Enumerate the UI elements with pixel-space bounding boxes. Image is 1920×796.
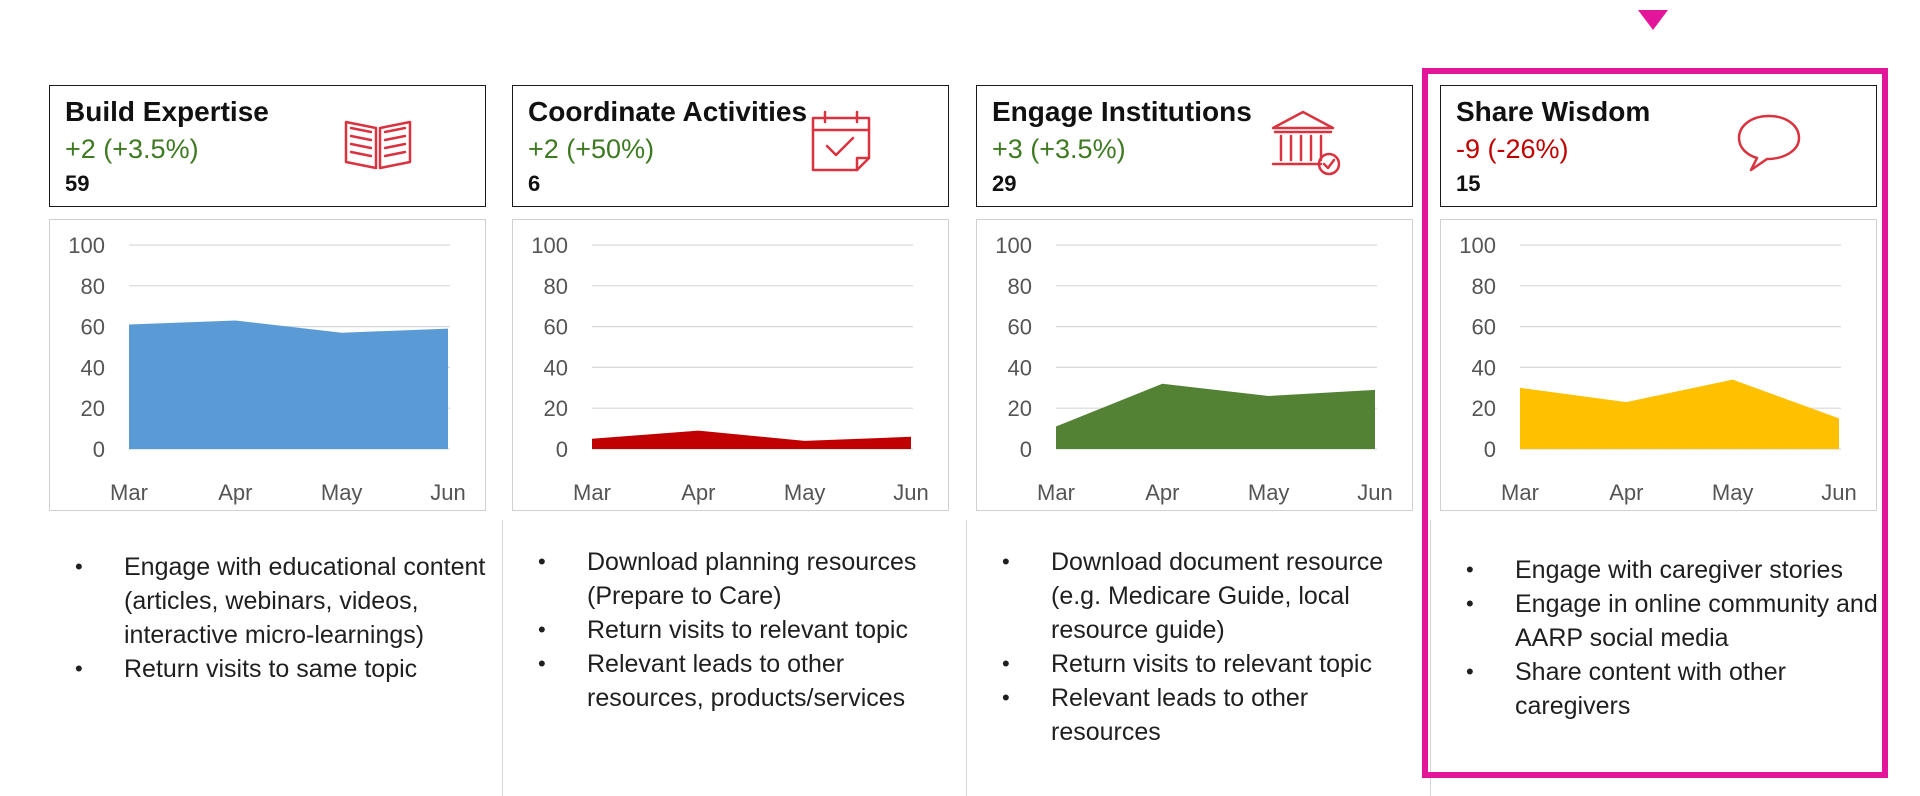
- metric-delta: +2 (+50%): [528, 134, 655, 164]
- list-item: Engage with caregiver stories: [1460, 553, 1880, 587]
- bullet-list: Engage with educational content (article…: [69, 550, 489, 686]
- y-tick-label: 100: [531, 233, 568, 258]
- list-item: Share content with other caregivers: [1460, 655, 1880, 723]
- metric-count: 6: [528, 171, 541, 196]
- list-item: Engage with educational content (article…: [69, 550, 489, 652]
- x-tick-label: Apr: [681, 480, 715, 505]
- metric-header: Coordinate Activities +2 (+50%) 6: [512, 85, 949, 207]
- x-tick-label: Mar: [1501, 480, 1539, 505]
- bullet-list: Download planning resources (Prepare to …: [532, 545, 952, 715]
- metric-title: Coordinate Activities: [528, 96, 808, 127]
- x-tick-label: Apr: [1145, 480, 1179, 505]
- y-tick-label: 20: [1472, 396, 1496, 421]
- metric-chart: 0 20 40 60 80 100 Mar Apr May Jun: [976, 219, 1413, 511]
- metric-delta: +3 (+3.5%): [992, 134, 1126, 164]
- x-tick-label: Mar: [110, 480, 148, 505]
- x-tick-label: Jun: [893, 480, 928, 505]
- pointer-triangle-icon: [1638, 10, 1668, 30]
- series-area: [1520, 379, 1839, 449]
- metric-count: 15: [1456, 171, 1481, 196]
- y-tick-label: 100: [995, 233, 1032, 258]
- metric-panel: Build Expertise +2 (+3.5%) 59 0 20 40 60 80 100 M…: [49, 0, 509, 796]
- list-item: Relevant leads to other resources, produ…: [532, 647, 952, 715]
- y-tick-label: 80: [1472, 274, 1496, 299]
- y-tick-label: 0: [93, 437, 105, 462]
- area-chart-svg: 0 20 40 60 80 100 Mar Apr May Jun: [995, 233, 1392, 505]
- column-divider: [502, 520, 503, 796]
- metric-panel: Engage Institutions +3 (+3.5%) 29 0 20 40 60 80…: [976, 0, 1436, 796]
- y-tick-label: 60: [81, 315, 105, 340]
- y-tick-label: 20: [81, 396, 105, 421]
- x-tick-label: Mar: [1037, 480, 1075, 505]
- x-tick-label: Jun: [1357, 480, 1392, 505]
- list-item: Download document resource (e.g. Medicar…: [996, 545, 1416, 647]
- metric-header: Engage Institutions +3 (+3.5%) 29: [976, 85, 1413, 207]
- y-tick-label: 60: [544, 315, 568, 340]
- metric-panel: Share Wisdom -9 (-26%) 15 0 20 40 60 80 100 Mar Ap…: [1440, 0, 1900, 796]
- x-tick-label: Jun: [1821, 480, 1856, 505]
- y-tick-label: 60: [1008, 315, 1032, 340]
- y-tick-label: 100: [1459, 233, 1496, 258]
- y-tick-label: 0: [1484, 437, 1496, 462]
- x-tick-label: Apr: [1609, 480, 1643, 505]
- list-item: Relevant leads to other resources: [996, 681, 1416, 749]
- column-divider: [966, 520, 967, 796]
- y-tick-label: 80: [544, 274, 568, 299]
- metric-header: Build Expertise +2 (+3.5%) 59: [49, 85, 486, 207]
- bullet-list: Engage with caregiver storiesEngage in o…: [1460, 553, 1880, 723]
- y-tick-label: 0: [1020, 437, 1032, 462]
- list-item: Download planning resources (Prepare to …: [532, 545, 952, 613]
- speech-bubble-icon: [1731, 106, 1807, 178]
- x-tick-label: Mar: [573, 480, 611, 505]
- calendar-check-icon: [803, 106, 879, 178]
- area-chart-svg: 0 20 40 60 80 100 Mar Apr May Jun: [68, 233, 465, 505]
- y-tick-label: 20: [1008, 396, 1032, 421]
- y-tick-label: 100: [68, 233, 105, 258]
- metric-panel: Coordinate Activities +2 (+50%) 6 0 20 40 60 80…: [512, 0, 972, 796]
- series-area: [592, 430, 911, 449]
- y-tick-label: 80: [81, 274, 105, 299]
- y-tick-label: 0: [556, 437, 568, 462]
- list-item: Return visits to same topic: [69, 652, 489, 686]
- y-tick-label: 60: [1472, 315, 1496, 340]
- metric-delta: +2 (+3.5%): [65, 134, 199, 164]
- x-tick-label: May: [321, 480, 363, 505]
- y-tick-label: 40: [1472, 355, 1496, 380]
- metric-title: Engage Institutions: [992, 96, 1252, 127]
- bullet-list: Download document resource (e.g. Medicar…: [996, 545, 1416, 749]
- institution-check-icon: [1267, 106, 1343, 178]
- y-tick-label: 20: [544, 396, 568, 421]
- x-tick-label: Apr: [218, 480, 252, 505]
- metric-delta: -9 (-26%): [1456, 134, 1569, 164]
- list-item: Return visits to relevant topic: [532, 613, 952, 647]
- area-chart-svg: 0 20 40 60 80 100 Mar Apr May Jun: [531, 233, 928, 505]
- y-tick-label: 80: [1008, 274, 1032, 299]
- x-tick-label: Jun: [430, 480, 465, 505]
- series-area: [129, 320, 448, 449]
- y-tick-label: 40: [1008, 355, 1032, 380]
- highlight-box: [1422, 68, 1888, 778]
- metric-chart: 0 20 40 60 80 100 Mar Apr May Jun: [1440, 219, 1877, 511]
- y-tick-label: 40: [544, 355, 568, 380]
- metric-title: Share Wisdom: [1456, 96, 1651, 127]
- series-area: [1056, 383, 1375, 449]
- x-tick-label: May: [1248, 480, 1290, 505]
- column-divider: [1430, 520, 1431, 796]
- list-item: Return visits to relevant topic: [996, 647, 1416, 681]
- open-book-icon: [340, 106, 416, 178]
- metric-count: 29: [992, 171, 1017, 196]
- metric-chart: 0 20 40 60 80 100 Mar Apr May Jun: [49, 219, 486, 511]
- metric-chart: 0 20 40 60 80 100 Mar Apr May Jun: [512, 219, 949, 511]
- metric-count: 59: [65, 171, 90, 196]
- y-tick-label: 40: [81, 355, 105, 380]
- x-tick-label: May: [784, 480, 826, 505]
- x-tick-label: May: [1712, 480, 1754, 505]
- list-item: Engage in online community and AARP soci…: [1460, 587, 1880, 655]
- metric-title: Build Expertise: [65, 96, 269, 127]
- area-chart-svg: 0 20 40 60 80 100 Mar Apr May Jun: [1459, 233, 1856, 505]
- metric-header: Share Wisdom -9 (-26%) 15: [1440, 85, 1877, 207]
